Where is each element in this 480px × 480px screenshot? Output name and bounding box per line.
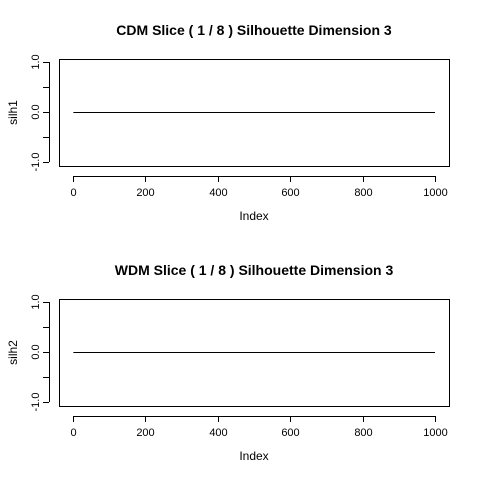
- chart-title: WDM Slice ( 1 / 8 ) Silhouette Dimension…: [115, 262, 394, 278]
- plot-frame: [59, 299, 450, 407]
- chart-panel-2: WDM Slice ( 1 / 8 ) Silhouette Dimension…: [6, 262, 450, 463]
- x-tick-label: 800: [354, 187, 372, 199]
- y-tick-label: 0.0: [30, 104, 42, 119]
- x-tick-label: 400: [209, 427, 227, 439]
- plot-frame: [59, 59, 450, 167]
- x-tick-label: 200: [136, 427, 154, 439]
- x-tick-label: 800: [354, 427, 372, 439]
- x-tick-label: 0: [70, 187, 76, 199]
- y-tick-label: 1.0: [30, 294, 42, 309]
- x-axis-label: Index: [239, 449, 268, 463]
- y-tick-label: 0.0: [30, 344, 42, 359]
- y-axis-label: silh2: [6, 340, 20, 365]
- y-tick-label: -1.0: [30, 393, 42, 412]
- x-tick-label: 400: [209, 187, 227, 199]
- x-tick-label: 600: [281, 187, 299, 199]
- y-tick-label: 1.0: [30, 54, 42, 69]
- chart-panel-1: CDM Slice ( 1 / 8 ) Silhouette Dimension…: [6, 22, 450, 223]
- y-axis-label: silh1: [6, 100, 20, 125]
- chart-title: CDM Slice ( 1 / 8 ) Silhouette Dimension…: [116, 22, 392, 38]
- x-axis-label: Index: [239, 209, 268, 223]
- y-tick-label: -1.0: [30, 153, 42, 172]
- x-tick-label: 0: [70, 427, 76, 439]
- x-tick-label: 1000: [423, 187, 447, 199]
- x-tick-label: 1000: [423, 427, 447, 439]
- x-tick-label: 600: [281, 427, 299, 439]
- x-tick-label: 200: [136, 187, 154, 199]
